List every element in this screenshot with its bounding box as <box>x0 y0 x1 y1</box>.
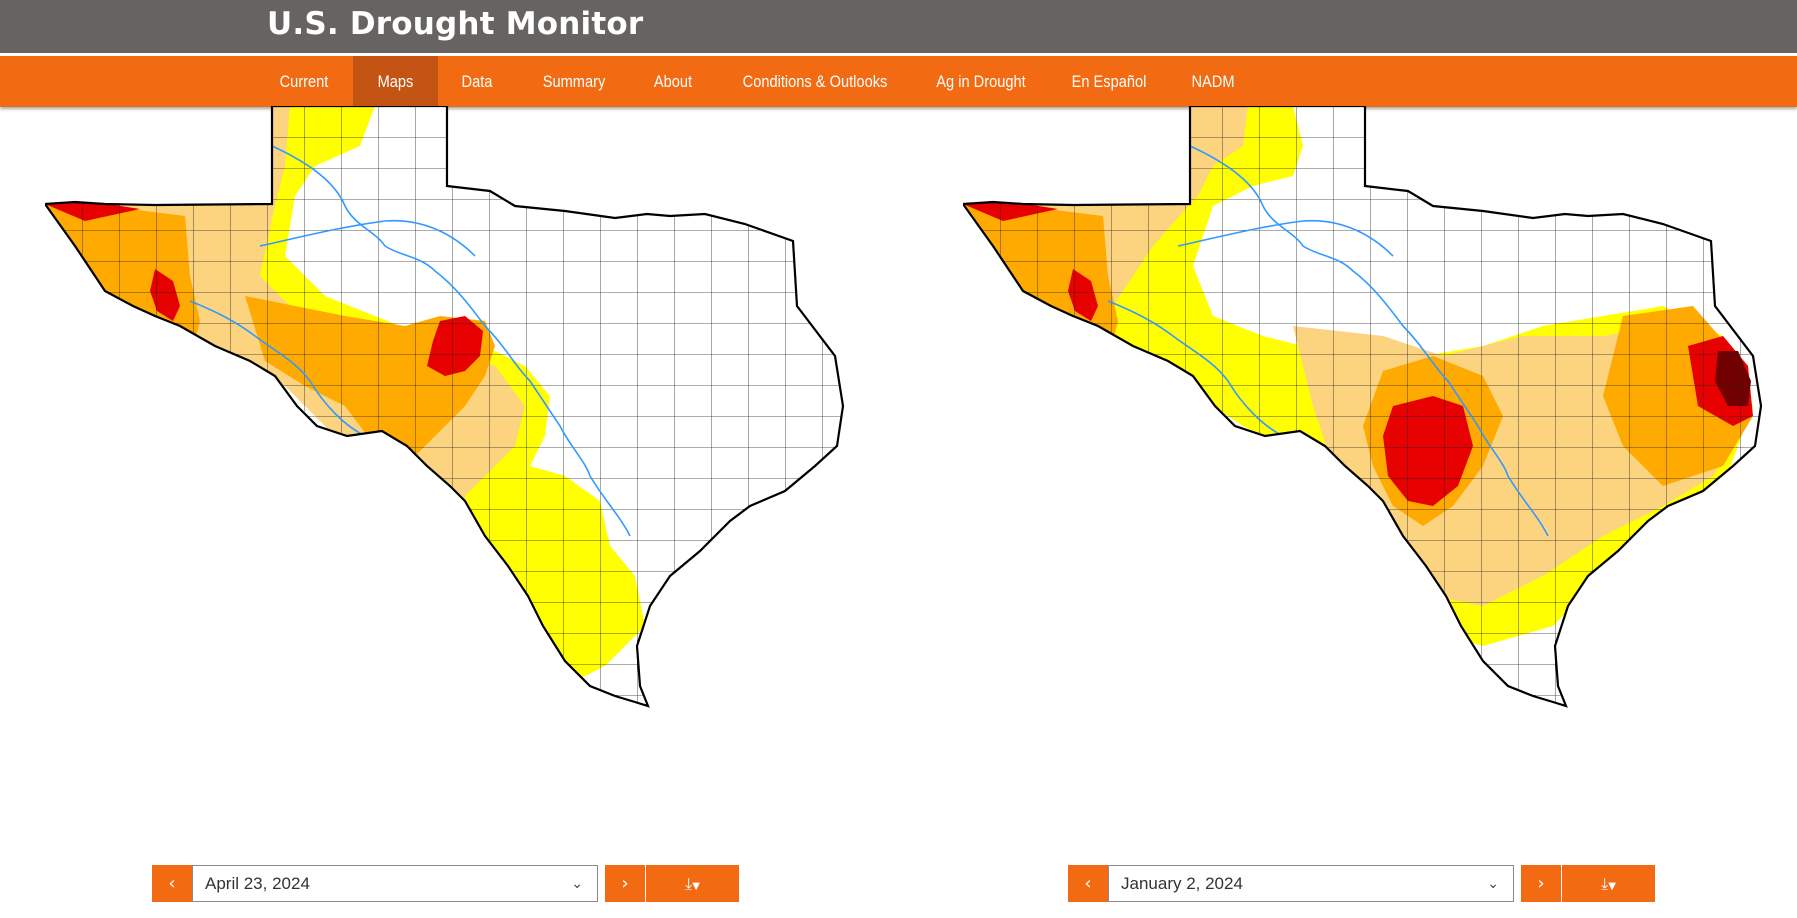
main-nav <box>0 56 1797 107</box>
date-selector-left: ‹ April 23, 2024 ⌄ › ⤓▼ <box>152 865 739 902</box>
chevron-left-icon: ‹ <box>168 873 176 894</box>
date-select-value: April 23, 2024 <box>205 874 310 893</box>
caret-down-icon: ▼ <box>692 881 700 892</box>
date-select-value: January 2, 2024 <box>1121 874 1243 893</box>
chevron-down-icon: ⌄ <box>571 875 583 891</box>
river <box>1189 145 1549 537</box>
site-title[interactable]: U.S. Drought Monitor <box>267 6 644 42</box>
river <box>271 145 631 537</box>
river <box>1177 219 1394 257</box>
site-header: U.S. Drought Monitor <box>0 0 1797 53</box>
download-icon: ⤓ <box>1601 874 1609 893</box>
state-outline <box>963 106 1763 708</box>
river <box>1107 300 1284 437</box>
chevron-down-icon: ⌄ <box>1487 875 1499 891</box>
chevron-right-icon: › <box>1537 873 1545 894</box>
nav-en-espanol[interactable]: En Español <box>1071 72 1147 91</box>
prev-date-button[interactable]: ‹ <box>152 865 192 902</box>
date-selector-right: ‹ January 2, 2024 ⌄ › ⤓▼ <box>1068 865 1655 902</box>
nav-nadm[interactable]: NADM <box>1191 72 1235 91</box>
download-icon: ⤓ <box>685 874 693 893</box>
next-date-button[interactable]: › <box>605 865 645 902</box>
nav-current[interactable]: Current <box>279 72 329 91</box>
download-button[interactable]: ⤓▼ <box>1562 865 1655 902</box>
river <box>189 300 366 437</box>
date-select[interactable]: April 23, 2024 ⌄ <box>192 865 598 902</box>
nav-about[interactable]: About <box>653 72 693 91</box>
state-outline <box>45 106 845 708</box>
drought-map-left <box>45 106 855 806</box>
river <box>259 219 476 257</box>
next-date-button[interactable]: › <box>1521 865 1561 902</box>
nav-ag-in-drought[interactable]: Ag in Drought <box>936 72 1026 91</box>
nav-summary[interactable]: Summary <box>542 72 606 91</box>
caret-down-icon: ▼ <box>1608 881 1616 892</box>
nav-maps[interactable]: Maps <box>377 72 414 91</box>
chevron-left-icon: ‹ <box>1084 873 1092 894</box>
prev-date-button[interactable]: ‹ <box>1068 865 1108 902</box>
nav-conditions-outlooks[interactable]: Conditions & Outlooks <box>742 72 888 91</box>
nav-active-indicator <box>353 56 438 107</box>
drought-map-right <box>963 106 1773 806</box>
date-select[interactable]: January 2, 2024 ⌄ <box>1108 865 1514 902</box>
download-button[interactable]: ⤓▼ <box>646 865 739 902</box>
chevron-right-icon: › <box>621 873 629 894</box>
nav-data[interactable]: Data <box>461 72 493 91</box>
header-divider <box>0 53 1797 56</box>
